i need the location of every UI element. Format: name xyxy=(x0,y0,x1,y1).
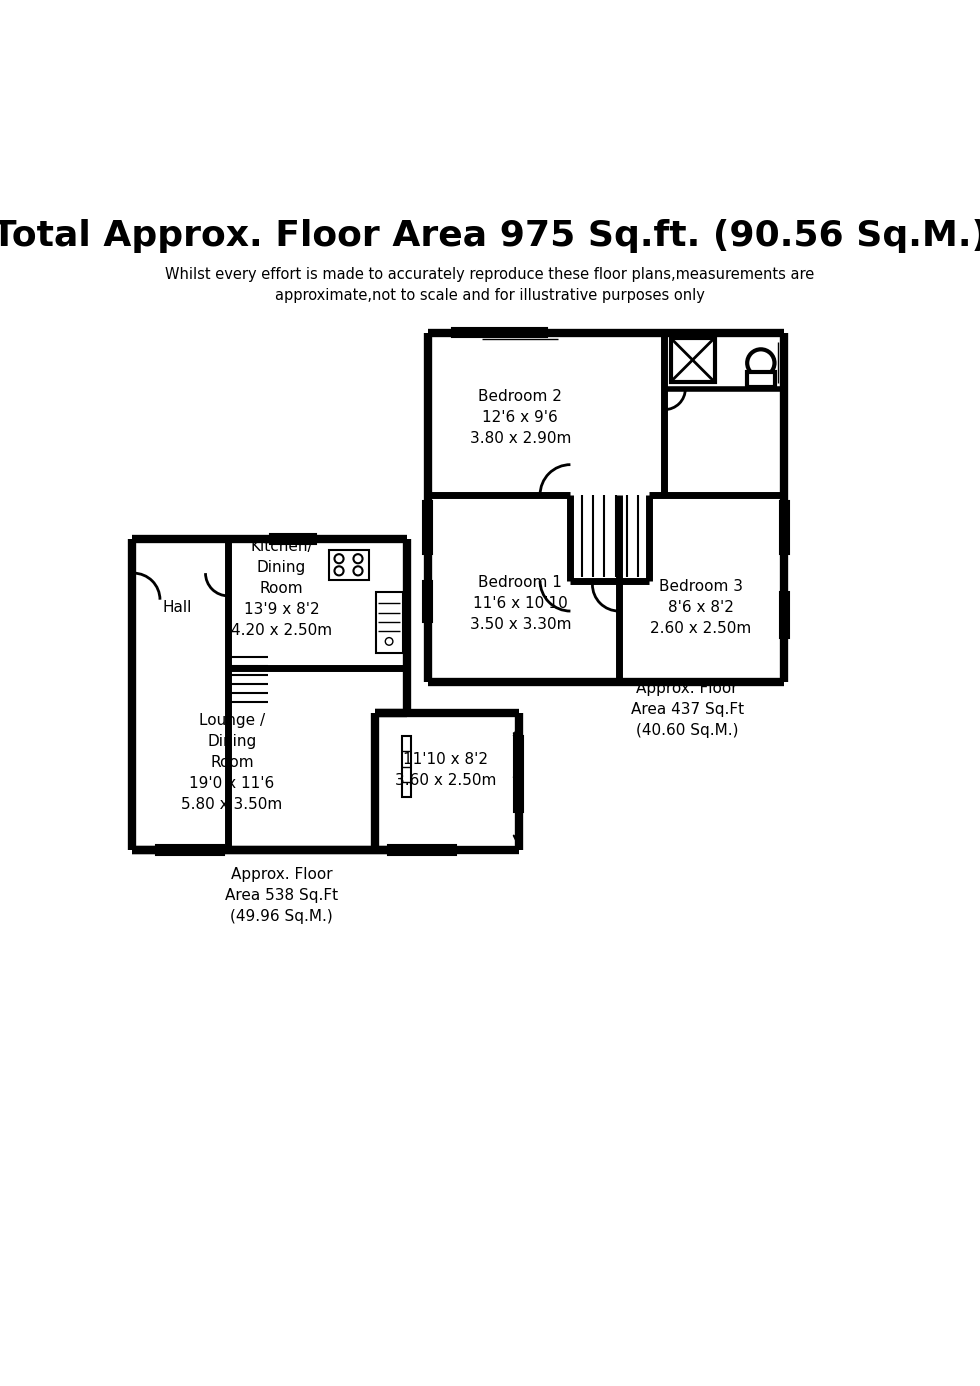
Text: Bedroom 1
11'6 x 10'10
3.50 x 3.30m: Bedroom 1 11'6 x 10'10 3.50 x 3.30m xyxy=(469,575,571,632)
Text: Bedroom 2
12'6 x 9'6
3.80 x 2.90m: Bedroom 2 12'6 x 9'6 3.80 x 2.90m xyxy=(469,389,571,446)
Bar xyxy=(329,550,368,579)
Text: Kitchen/
Dining
Room
13'9 x 8'2
4.20 x 2.50m: Kitchen/ Dining Room 13'9 x 8'2 4.20 x 2… xyxy=(231,539,332,638)
Text: Lounge /
Dining
Room
19'0 x 11'6
5.80 x 3.50m: Lounge / Dining Room 19'0 x 11'6 5.80 x … xyxy=(181,714,282,812)
Bar xyxy=(452,328,547,337)
Text: 11'10 x 8'2
3.60 x 2.50m: 11'10 x 8'2 3.60 x 2.50m xyxy=(395,753,497,789)
Text: Hall: Hall xyxy=(163,600,192,615)
Bar xyxy=(780,592,789,638)
Text: Approx. Floor
Area 437 Sq.Ft
(40.60 Sq.M.): Approx. Floor Area 437 Sq.Ft (40.60 Sq.M… xyxy=(631,681,744,739)
Bar xyxy=(747,371,774,387)
Bar xyxy=(514,736,523,812)
Bar xyxy=(376,592,403,653)
Bar xyxy=(270,535,316,543)
Bar xyxy=(156,845,224,855)
Text: Whilst every effort is made to accurately reproduce these floor plans,measuremen: Whilst every effort is made to accuratel… xyxy=(166,267,814,302)
Bar xyxy=(423,502,432,554)
Bar xyxy=(780,502,789,554)
Text: Total Approx. Floor Area 975 Sq.ft. (90.56 Sq.M.): Total Approx. Floor Area 975 Sq.ft. (90.… xyxy=(0,219,980,252)
Text: Bedroom 3
8'6 x 8'2
2.60 x 2.50m: Bedroom 3 8'6 x 8'2 2.60 x 2.50m xyxy=(651,579,752,636)
Bar xyxy=(423,581,432,622)
Text: Approx. Floor
Area 538 Sq.Ft
(49.96 Sq.M.): Approx. Floor Area 538 Sq.Ft (49.96 Sq.M… xyxy=(224,868,338,924)
Bar xyxy=(670,338,714,383)
Bar xyxy=(402,736,411,797)
Bar xyxy=(387,845,456,855)
